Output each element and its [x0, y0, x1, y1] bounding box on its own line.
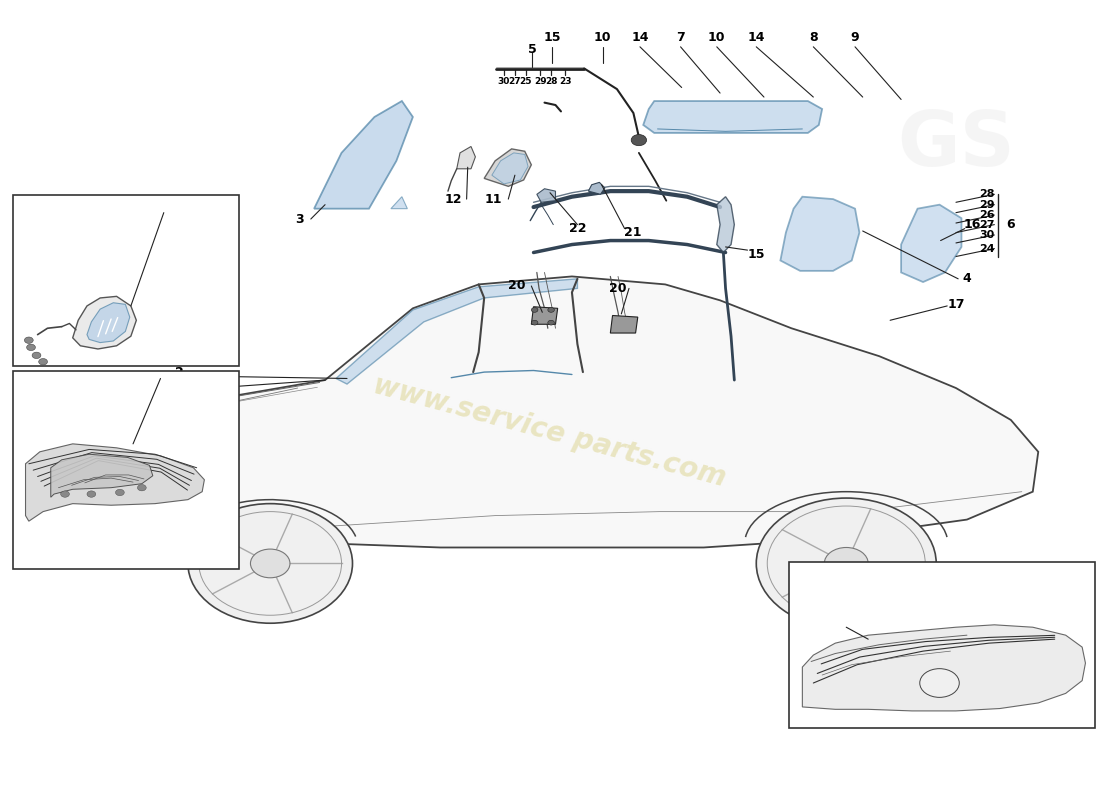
- Text: 10: 10: [594, 30, 612, 44]
- Circle shape: [26, 344, 35, 350]
- Text: Soluzione superata: Soluzione superata: [60, 550, 179, 561]
- Circle shape: [87, 491, 96, 498]
- Text: 13: 13: [166, 202, 184, 215]
- Text: 27: 27: [508, 77, 521, 86]
- Text: 28: 28: [544, 77, 558, 86]
- Text: 27: 27: [979, 220, 994, 230]
- Polygon shape: [73, 277, 1038, 555]
- Text: 10: 10: [708, 30, 726, 44]
- Text: 3: 3: [296, 213, 304, 226]
- Circle shape: [824, 547, 868, 579]
- Polygon shape: [610, 315, 638, 333]
- FancyBboxPatch shape: [13, 370, 240, 569]
- Polygon shape: [84, 444, 161, 472]
- Text: 6: 6: [1006, 218, 1015, 231]
- Text: GS: GS: [898, 108, 1015, 182]
- Polygon shape: [901, 205, 961, 282]
- Circle shape: [116, 490, 124, 496]
- Text: 25: 25: [519, 77, 532, 86]
- Circle shape: [60, 491, 69, 498]
- Text: 14: 14: [631, 30, 649, 44]
- Text: 17: 17: [947, 298, 965, 311]
- Text: 2: 2: [175, 366, 184, 378]
- Circle shape: [138, 485, 146, 491]
- Text: 29: 29: [979, 200, 994, 210]
- Text: Old solution: Old solution: [82, 558, 157, 569]
- FancyBboxPatch shape: [789, 562, 1096, 729]
- Text: 23: 23: [559, 77, 572, 86]
- Text: 15: 15: [748, 248, 764, 261]
- Text: 11: 11: [484, 193, 502, 206]
- Text: ᶠ: ᶠ: [938, 678, 942, 688]
- Polygon shape: [390, 197, 407, 209]
- Polygon shape: [802, 625, 1086, 711]
- Polygon shape: [76, 472, 122, 515]
- Text: 30: 30: [979, 230, 994, 240]
- Circle shape: [757, 498, 936, 629]
- Text: 30: 30: [497, 77, 510, 86]
- Text: 14: 14: [748, 30, 764, 44]
- Text: 26: 26: [979, 210, 994, 220]
- Polygon shape: [73, 296, 136, 349]
- Polygon shape: [456, 146, 475, 169]
- Text: 9: 9: [850, 30, 859, 44]
- Text: 28: 28: [979, 190, 994, 199]
- Polygon shape: [717, 197, 735, 253]
- Polygon shape: [484, 149, 531, 186]
- Text: 16: 16: [964, 218, 981, 231]
- Text: 21: 21: [624, 226, 641, 239]
- Circle shape: [77, 510, 117, 538]
- Polygon shape: [780, 197, 859, 271]
- Text: 7: 7: [676, 30, 685, 44]
- Text: 24: 24: [979, 243, 994, 254]
- Text: 12: 12: [444, 193, 462, 206]
- Circle shape: [531, 320, 538, 325]
- Polygon shape: [51, 454, 153, 498]
- Text: 4: 4: [962, 272, 971, 286]
- Circle shape: [188, 504, 352, 623]
- Text: www.service parts.com: www.service parts.com: [371, 371, 729, 493]
- FancyBboxPatch shape: [13, 195, 240, 366]
- Circle shape: [32, 352, 41, 358]
- Circle shape: [251, 549, 290, 578]
- Text: 20: 20: [508, 279, 526, 293]
- Circle shape: [631, 134, 647, 146]
- Circle shape: [39, 358, 47, 365]
- Polygon shape: [25, 444, 205, 521]
- Polygon shape: [644, 101, 822, 133]
- Circle shape: [531, 307, 538, 312]
- Text: 22: 22: [569, 222, 586, 235]
- Text: 29: 29: [534, 77, 547, 86]
- Text: 15: 15: [543, 30, 561, 44]
- Circle shape: [548, 307, 554, 312]
- Text: 1: 1: [189, 382, 198, 394]
- Polygon shape: [531, 306, 558, 324]
- Polygon shape: [492, 153, 528, 184]
- Circle shape: [548, 320, 554, 325]
- Text: 5: 5: [528, 42, 537, 56]
- Polygon shape: [336, 279, 578, 384]
- Polygon shape: [87, 302, 130, 342]
- Text: 19: 19: [828, 617, 846, 630]
- Polygon shape: [537, 189, 556, 202]
- Text: 8: 8: [808, 30, 817, 44]
- Text: 20: 20: [609, 282, 627, 295]
- Circle shape: [920, 669, 959, 698]
- Circle shape: [24, 337, 33, 343]
- Text: 18: 18: [163, 370, 180, 382]
- Polygon shape: [315, 101, 412, 209]
- Polygon shape: [588, 182, 605, 194]
